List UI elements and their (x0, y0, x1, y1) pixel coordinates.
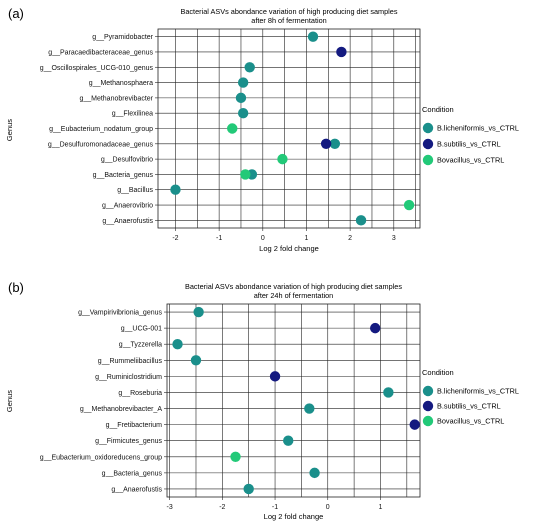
panel-2-category-label: g__UCG-001 (121, 326, 162, 333)
panel-2-point-B.licheniformis_vs_CTRL-1 (172, 339, 183, 350)
panel-1-category-label: g__Anaerovibrio (102, 203, 153, 210)
panel-1-point-B.licheniformis_vs_CTRL-5 (329, 138, 341, 150)
panel-1-xtick-label: -2 (172, 235, 178, 242)
panel-2-point-B.licheniformis_vs_CTRL-2 (190, 355, 202, 366)
panel-2-point-B.licheniformis_vs_CTRL-4 (304, 403, 315, 414)
panel-2-point-B.subtilis_vs_CTRL-2 (409, 419, 420, 430)
panel-2-point-B.licheniformis_vs_CTRL-7 (243, 483, 254, 495)
panel-1-legend-title: Condition (422, 105, 454, 114)
panel-2-category-label: g__Methanobrevibacter_A (80, 406, 162, 413)
panel-2-legend-swatch-2 (422, 415, 434, 427)
panel-1-xtick-label: 0 (261, 235, 265, 242)
panel-2-plot-frame (166, 303, 421, 498)
panel-2-category-label: g__Firmicutes_genus (95, 438, 162, 445)
panel-1-point-Bovacillus_vs_CTRL-3 (403, 199, 415, 211)
panel-1-legend-item-label: B.subtilis_vs_CTRL (437, 140, 501, 149)
panel-1-legend-swatch-0 (422, 122, 434, 134)
panel-2-category-label: g__Fretibacterium (106, 422, 163, 429)
panel-2-legend-item-label: B.subtilis_vs_CTRL (437, 402, 501, 411)
panel-1-title-line-2: after 8h of fermentation (251, 16, 326, 25)
panel-1-point-B.licheniformis_vs_CTRL-8 (355, 215, 367, 226)
panel-2-point-B.licheniformis_vs_CTRL-6 (309, 467, 320, 479)
panel-1-category-label: g__Bacteria_genus (93, 172, 154, 179)
panel-1-plot-frame (157, 28, 421, 229)
panel-2-xtick-label: 1 (379, 504, 383, 511)
panel-1-point-B.licheniformis_vs_CTRL-3 (235, 92, 247, 104)
panel-2-xtick-label: -2 (219, 504, 225, 511)
panel-1-category-label: g__Desulfovibrio (101, 157, 153, 164)
panel-1-category-label: g__Bacillus (117, 187, 153, 194)
panel-2-x-axis-label: Log 2 fold change (264, 512, 324, 521)
panel-2-xtick-label: -3 (167, 504, 173, 511)
panel-1-category-label: g__Paracaedibacteraceae_genus (48, 49, 153, 56)
panel-2-label: (b) (8, 280, 24, 295)
panel-1-point-Bovacillus_vs_CTRL-1 (277, 153, 288, 165)
panel-1-category-label: g__Methanobrevibacter (79, 95, 153, 102)
panel-1-title-line-1: Bacterial ASVs abondance variation of hi… (180, 7, 397, 16)
panel-1-category-label: g__Eubacterium_nodatum_group (49, 126, 153, 133)
panel-2-point-B.licheniformis_vs_CTRL-5 (283, 435, 294, 446)
panel-1-category-label: g__Desulfuromonadaceae_genus (48, 141, 154, 148)
panel-2-category-label: g__Anaerofustis (111, 486, 162, 493)
panel-1-category-label: g__Methanosphaera (89, 80, 153, 87)
panel-1-category-label: g__Flexilinea (112, 111, 153, 118)
panel-1-point-Bovacillus_vs_CTRL-0 (227, 123, 238, 134)
panel-1-legend-item-label: B.licheniformis_vs_CTRL (437, 124, 519, 133)
panel-1-category-label: g__Anaerofustis (102, 218, 153, 225)
panel-2-y-axis-label: Genus (5, 390, 14, 412)
panel-1-point-B.licheniformis_vs_CTRL-1 (244, 62, 255, 73)
panel-2-category-label: g__Eubacterium_oxidoreducens_group (40, 454, 162, 461)
panel-2-category-label: g__Tyzzerella (119, 342, 162, 349)
panel-1-point-B.licheniformis_vs_CTRL-4 (237, 107, 249, 119)
panel-1-legend-item-label: Bovacillus_vs_CTRL (437, 156, 504, 165)
panel-1-x-axis-label: Log 2 fold change (259, 244, 319, 253)
panel-2-title-line-2: after 24h of fermentation (254, 291, 334, 300)
panel-2-category-label: g__Bacteria_genus (102, 470, 163, 477)
panel-1-xtick-label: 3 (392, 235, 396, 242)
panel-1-category-label: g__Pyramidobacter (92, 34, 153, 41)
panel-1-point-B.licheniformis_vs_CTRL-0 (307, 31, 319, 42)
panel-2-point-B.subtilis_vs_CTRL-1 (269, 371, 281, 382)
panel-2-title-line-1: Bacterial ASVs abondance variation of hi… (185, 282, 402, 291)
panel-2-category-label: g__Vampirivibrionia_genus (78, 310, 162, 317)
panel-1-xtick-label: 2 (348, 235, 352, 242)
panel-1-point-Bovacillus_vs_CTRL-2 (240, 169, 251, 180)
panel-2-legend-title: Condition (422, 368, 454, 377)
panel-2-legend-item-label: Bovacillus_vs_CTRL (437, 417, 504, 426)
panel-2-category-label: g__Roseburia (118, 390, 162, 397)
panel-1-y-axis-label: Genus (5, 119, 14, 141)
panel-1-xtick-label: -1 (216, 235, 222, 242)
panel-1-category-label: g__Oscillospirales_UCG-010_genus (40, 65, 154, 72)
panel-2-point-B.licheniformis_vs_CTRL-0 (193, 306, 204, 318)
panel-2-xtick-label: -1 (272, 504, 278, 511)
panel-1-legend-swatch-2 (422, 154, 434, 166)
panel-2-legend-swatch-1 (422, 400, 434, 412)
panel-2-point-Bovacillus_vs_CTRL-0 (230, 451, 241, 462)
panel-2-point-B.licheniformis_vs_CTRL-3 (383, 387, 394, 398)
panel-2-category-label: g__Ruminiclostridium (95, 374, 162, 381)
panel-2-category-label: g__Rummeliibacillus (98, 358, 163, 365)
panel-1-label: (a) (8, 6, 24, 21)
panel-1-point-B.licheniformis_vs_CTRL-2 (237, 77, 249, 88)
panel-2-xtick-label: 0 (326, 504, 330, 511)
panel-1-point-B.subtilis_vs_CTRL-0 (336, 46, 347, 58)
panel-1-legend-swatch-1 (422, 138, 434, 150)
panel-2-point-B.subtilis_vs_CTRL-0 (369, 322, 381, 334)
panel-2-legend-swatch-0 (422, 385, 434, 397)
panel-1-point-B.licheniformis_vs_CTRL-7 (170, 184, 181, 195)
panel-2-legend-item-label: B.licheniformis_vs_CTRL (437, 387, 519, 396)
panel-1-point-B.subtilis_vs_CTRL-1 (320, 138, 332, 150)
panel-1-xtick-label: 1 (305, 235, 309, 242)
